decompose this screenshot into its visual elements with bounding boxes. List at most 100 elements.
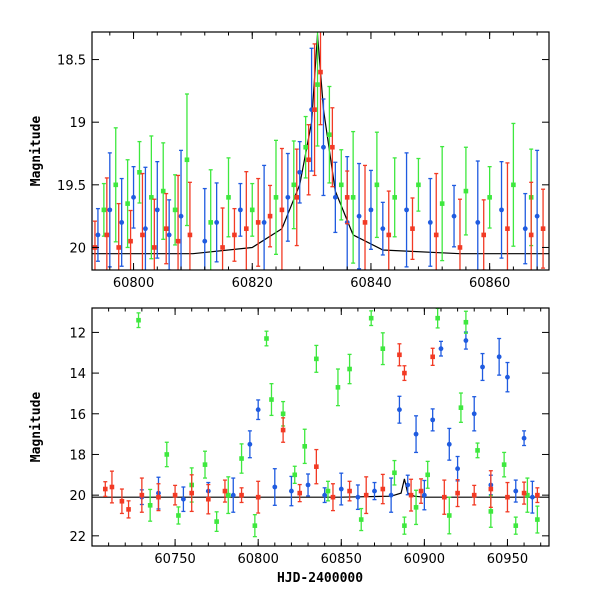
top-series-blue <box>95 47 540 270</box>
top-y-tick-label: 19 <box>69 116 86 131</box>
bottom-red-point <box>430 347 435 367</box>
top-red-point <box>152 198 157 270</box>
bottom-red-point <box>109 470 115 504</box>
bottom-blue-point <box>305 473 311 497</box>
bottom-green-point <box>335 368 341 407</box>
bottom-red-point <box>297 483 303 503</box>
top-blue-point <box>332 161 338 234</box>
top-green-point <box>160 142 166 240</box>
top-x-tick-label: 60840 <box>350 276 391 291</box>
bottom-blue-point <box>505 361 510 393</box>
top-green-point <box>113 127 119 243</box>
bottom-green-point <box>535 505 540 534</box>
bottom-green-point <box>358 507 364 532</box>
top-ticks: 60800 60820 60840 60860 18.5 19 19.5 20 <box>57 32 549 291</box>
bottom-green-point <box>402 516 407 535</box>
bottom-red-point <box>255 480 261 514</box>
bottom-x-tick-label: 60800 <box>238 552 279 567</box>
top-green-point <box>273 139 279 255</box>
bottom-red-point <box>471 484 477 506</box>
bottom-green-point <box>292 465 298 484</box>
top-green-point <box>149 135 154 260</box>
top-y-tick-label: 20 <box>69 241 86 256</box>
bottom-green-point <box>368 310 374 327</box>
top-red-point <box>330 107 335 188</box>
bottom-red-point <box>505 481 510 513</box>
bottom-blue-point <box>413 415 419 454</box>
top-green-point <box>350 130 356 264</box>
bottom-blue-point <box>255 399 261 421</box>
bottom-red-point <box>418 478 424 504</box>
top-green-point <box>291 140 297 230</box>
bottom-green-point <box>225 476 231 515</box>
bottom-green-point <box>425 460 430 489</box>
top-blue-point <box>202 187 208 270</box>
top-red-point <box>362 164 368 270</box>
bottom-green-point <box>525 477 530 513</box>
top-blue-point <box>119 177 125 267</box>
top-red-point <box>306 124 311 196</box>
bottom-model-line <box>92 478 549 498</box>
bottom-red-point <box>330 483 336 512</box>
top-red-point <box>187 181 193 270</box>
top-red-point <box>344 170 350 225</box>
bottom-blue-point <box>289 475 294 507</box>
bottom-green-point <box>325 480 331 502</box>
top-red-point <box>175 174 181 270</box>
bottom-red-point <box>402 365 407 382</box>
bottom-red-point <box>189 474 195 513</box>
bottom-red-point <box>535 487 540 504</box>
top-green-point <box>303 115 308 179</box>
bottom-green-point <box>475 442 480 459</box>
top-red-point <box>540 188 546 269</box>
bottom-blue-point <box>272 468 278 506</box>
bottom-red-point <box>206 483 211 515</box>
bottom-y-axis-label: Magnitude <box>29 392 44 463</box>
top-green-point <box>172 174 178 246</box>
bottom-blue-point <box>446 427 452 461</box>
top-data-points <box>92 32 546 270</box>
bottom-series-red <box>102 343 540 519</box>
bottom-blue-point <box>247 430 253 459</box>
top-red-point <box>312 43 317 177</box>
bottom-green-point <box>164 441 170 468</box>
bottom-blue-point <box>322 487 328 504</box>
bottom-green-point <box>147 488 153 522</box>
top-blue-point <box>131 166 136 229</box>
top-blue-point <box>427 177 433 267</box>
bottom-y-tick-label: 22 <box>69 530 86 545</box>
bottom-green-point <box>214 511 219 533</box>
bottom-blue-point <box>430 408 436 432</box>
top-green-point <box>463 146 469 236</box>
top-red-point <box>140 172 145 270</box>
bottom-red-point <box>455 479 460 508</box>
top-red-point <box>294 148 300 247</box>
bottom-green-point <box>202 450 208 479</box>
bottom-blue-point <box>421 479 427 511</box>
top-red-point <box>386 190 392 270</box>
bottom-blue-point <box>455 455 460 482</box>
top-blue-point <box>451 184 457 248</box>
bottom-blue-point <box>480 352 485 382</box>
top-green-point <box>101 182 107 237</box>
top-red-point <box>232 207 237 262</box>
top-blue-point <box>237 182 243 237</box>
top-series-red <box>92 32 546 270</box>
bottom-green-point <box>446 496 452 535</box>
top-x-tick-label: 60860 <box>469 276 510 291</box>
top-blue-point <box>143 166 148 270</box>
bottom-red-point <box>172 484 178 506</box>
bottom-red-point <box>239 487 244 504</box>
bottom-blue-point <box>355 484 361 511</box>
bottom-ticks: 60750 60800 60850 60900 60950 12 14 16 18 20 22 <box>69 308 549 567</box>
top-green-point <box>416 157 421 212</box>
top-red-point <box>163 192 169 265</box>
top-red-point <box>116 202 122 270</box>
top-red-point <box>255 177 261 267</box>
top-red-point <box>318 32 323 126</box>
top-red-point <box>505 162 510 270</box>
top-green-point <box>208 169 214 270</box>
top-blue-point <box>214 182 220 263</box>
top-green-point <box>184 93 190 227</box>
